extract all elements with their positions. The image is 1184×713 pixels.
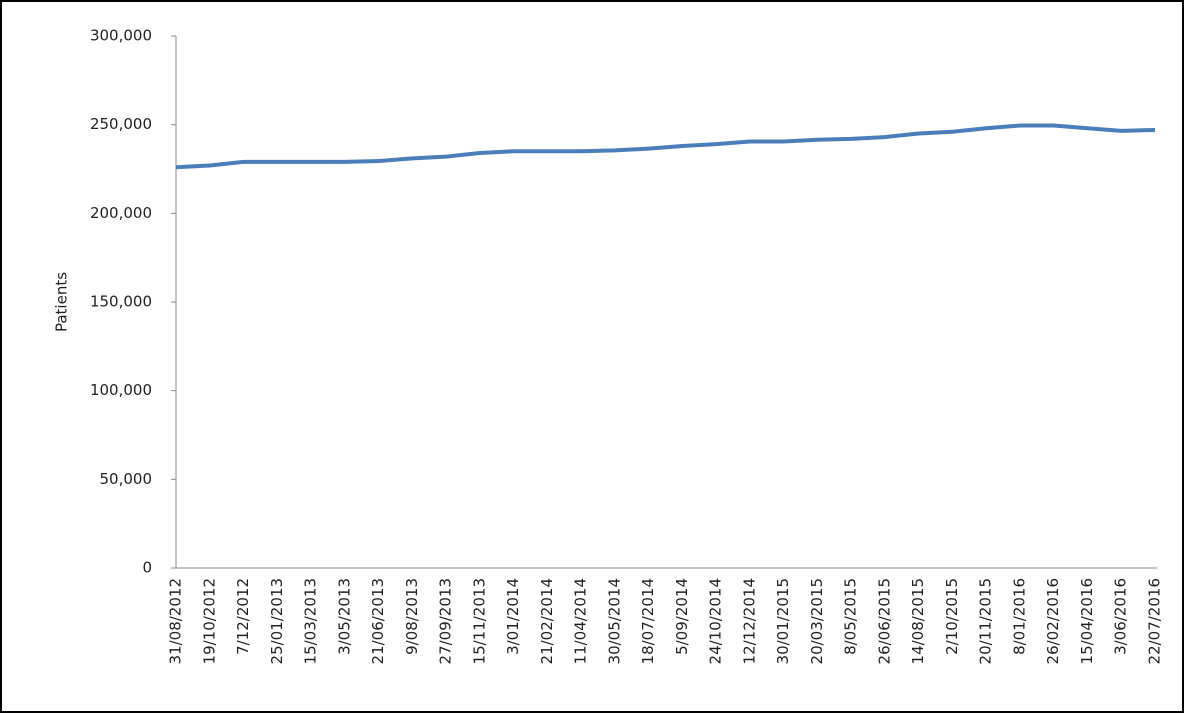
y-tick-label: 250,000 <box>90 115 152 133</box>
x-tick-label: 12/12/2014 <box>740 578 758 664</box>
x-tick-label: 30/01/2015 <box>774 578 792 664</box>
x-tick-label: 5/09/2014 <box>673 578 691 655</box>
y-tick-label: 150,000 <box>90 293 152 311</box>
x-tick-label: 21/06/2013 <box>369 578 387 664</box>
x-tick-label: 20/03/2015 <box>808 578 826 664</box>
x-tick-label: 3/06/2016 <box>1112 578 1130 655</box>
x-tick-label: 22/07/2016 <box>1146 578 1164 664</box>
x-tick-label: 26/02/2016 <box>1044 578 1062 664</box>
x-tick-label: 24/10/2014 <box>707 578 725 664</box>
x-tick-label: 15/03/2013 <box>302 578 320 664</box>
x-tick-label: 20/11/2015 <box>977 578 995 664</box>
x-tick-label: 27/09/2013 <box>437 578 455 664</box>
x-tick-label: 30/05/2014 <box>605 578 623 664</box>
x-tick-label: 18/07/2014 <box>639 578 657 664</box>
x-tick-label: 15/04/2016 <box>1078 578 1096 664</box>
y-tick-label: 300,000 <box>90 27 152 45</box>
y-axis-label: Patients <box>53 272 71 332</box>
x-tick-label: 19/10/2012 <box>200 578 218 664</box>
x-tick-label: 3/01/2014 <box>504 578 522 655</box>
x-tick-label: 25/01/2013 <box>268 578 286 664</box>
x-tick-label: 9/08/2013 <box>403 578 421 655</box>
y-tick-label: 100,000 <box>90 381 152 399</box>
x-tick-label: 7/12/2012 <box>234 578 252 655</box>
x-tick-label: 15/11/2013 <box>470 578 488 664</box>
x-tick-label: 3/05/2013 <box>335 578 353 655</box>
x-tick-label: 14/08/2015 <box>909 578 927 664</box>
line-series <box>175 123 1156 170</box>
y-tick-label: 0 <box>142 559 152 577</box>
x-tick-label: 2/10/2015 <box>943 578 961 655</box>
x-tick-label: 8/01/2016 <box>1010 578 1028 655</box>
x-tick-label: 8/05/2015 <box>842 578 860 655</box>
x-tick-label: 26/06/2015 <box>875 578 893 664</box>
x-tick-label: 21/02/2014 <box>538 578 556 664</box>
x-tick-label: 11/04/2014 <box>572 578 590 664</box>
x-tick-label: 31/08/2012 <box>167 578 185 664</box>
y-tick-label: 200,000 <box>90 204 152 222</box>
y-tick-label: 50,000 <box>100 470 153 488</box>
